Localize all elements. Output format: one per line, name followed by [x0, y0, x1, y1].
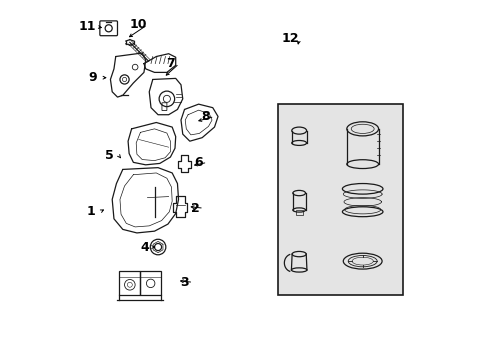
Bar: [119, 271, 140, 294]
Text: 1: 1: [86, 205, 95, 218]
Text: 4: 4: [141, 240, 149, 253]
Text: 7: 7: [166, 57, 174, 70]
Bar: [140, 271, 161, 294]
Text: 11: 11: [79, 20, 96, 33]
Bar: [278, 104, 403, 294]
Text: 2: 2: [190, 202, 199, 215]
Text: 8: 8: [201, 110, 209, 123]
Text: 5: 5: [105, 149, 114, 162]
Text: 6: 6: [194, 156, 203, 169]
Bar: [295, 210, 302, 215]
Text: 3: 3: [180, 276, 188, 289]
Text: 10: 10: [130, 18, 147, 31]
Text: 9: 9: [88, 71, 97, 84]
Text: 12: 12: [281, 32, 299, 45]
